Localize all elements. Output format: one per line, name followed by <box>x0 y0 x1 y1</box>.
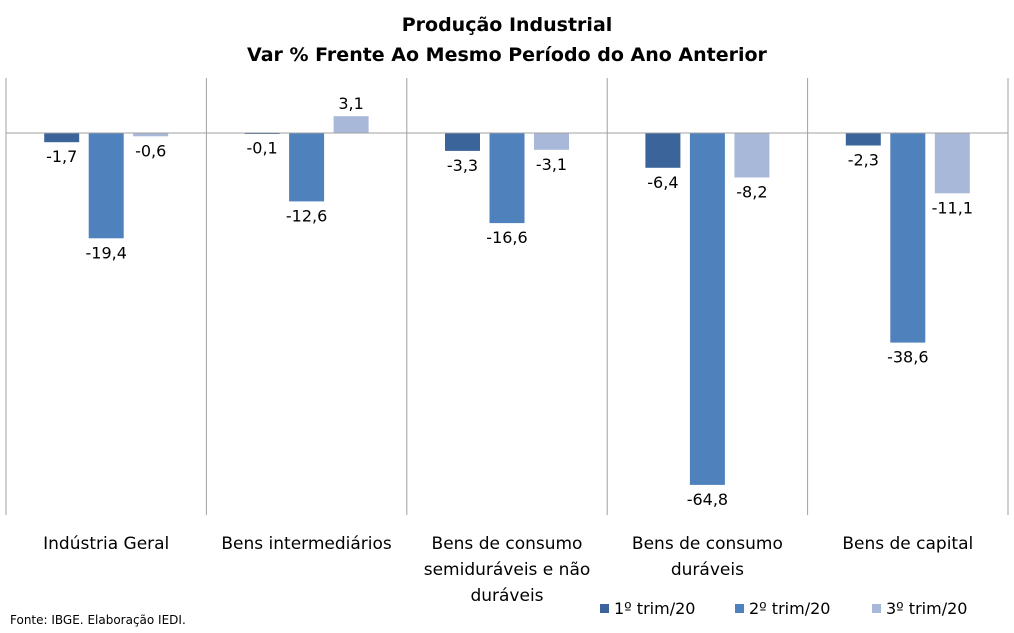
data-label: -8,2 <box>736 183 767 202</box>
bar <box>934 133 970 194</box>
bar <box>845 133 881 146</box>
category-label: Bens intermediários <box>221 534 392 554</box>
legend-swatch <box>600 604 609 613</box>
bar <box>445 133 480 151</box>
data-label: -0,1 <box>246 139 277 158</box>
data-label: -6,4 <box>647 173 678 192</box>
data-label: -2,3 <box>848 151 879 170</box>
category-label: Bens de consumo <box>432 534 583 554</box>
source-note: Fonte: IBGE. Elaboração IEDI. <box>10 613 186 627</box>
category-labels: Indústria Geral Bens intermediários Bens d… <box>43 534 973 606</box>
legend-label: 3º trim/20 <box>886 599 967 618</box>
bar <box>88 133 124 239</box>
bar <box>890 133 926 343</box>
legend-label: 2º trim/20 <box>749 599 830 618</box>
legend-swatch <box>872 604 881 613</box>
data-label: -11,1 <box>932 198 973 217</box>
category-label: Indústria Geral <box>43 534 169 554</box>
bar <box>333 116 369 133</box>
legend-swatch <box>735 604 744 613</box>
data-label: -12,6 <box>286 206 327 225</box>
category-label: duráveis <box>671 560 744 580</box>
bar <box>489 133 525 224</box>
data-label: -3,1 <box>536 155 567 174</box>
data-label: 3,1 <box>338 94 363 113</box>
category-label: duráveis <box>470 586 543 606</box>
data-label: -3,3 <box>447 156 478 175</box>
legend-label: 1º trim/20 <box>614 599 695 618</box>
category-label: Bens de capital <box>842 534 973 554</box>
plot-area <box>5 78 1009 515</box>
bar <box>534 133 569 150</box>
data-label: -16,6 <box>486 228 527 247</box>
category-label: semiduráveis e não <box>424 560 591 580</box>
category-label: Bens de consumo <box>632 534 783 554</box>
data-label: -0,6 <box>135 141 166 160</box>
chart-subtitle: Var % Frente Ao Mesmo Período do Ano Ant… <box>247 44 768 66</box>
data-label: -1,7 <box>46 147 77 166</box>
chart-title: Produção Industrial <box>402 14 613 36</box>
bar <box>689 133 725 485</box>
data-label: -64,8 <box>687 490 728 509</box>
data-label: -19,4 <box>85 243 126 262</box>
bar <box>645 133 681 168</box>
bar <box>44 133 80 143</box>
bar <box>289 133 325 202</box>
bar <box>133 133 169 137</box>
legend: 1º trim/20 2º trim/20 3º trim/20 <box>600 599 967 618</box>
data-labels: -1,7 -0,1 -3,3 -6,4 -2,3 -19,4 -12,6 -16,6 -64,8… <box>46 94 973 509</box>
data-label: -38,6 <box>887 348 928 367</box>
bar <box>734 133 770 178</box>
